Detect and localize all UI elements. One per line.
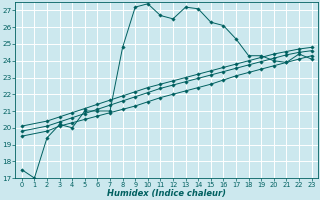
X-axis label: Humidex (Indice chaleur): Humidex (Indice chaleur) [107, 189, 226, 198]
